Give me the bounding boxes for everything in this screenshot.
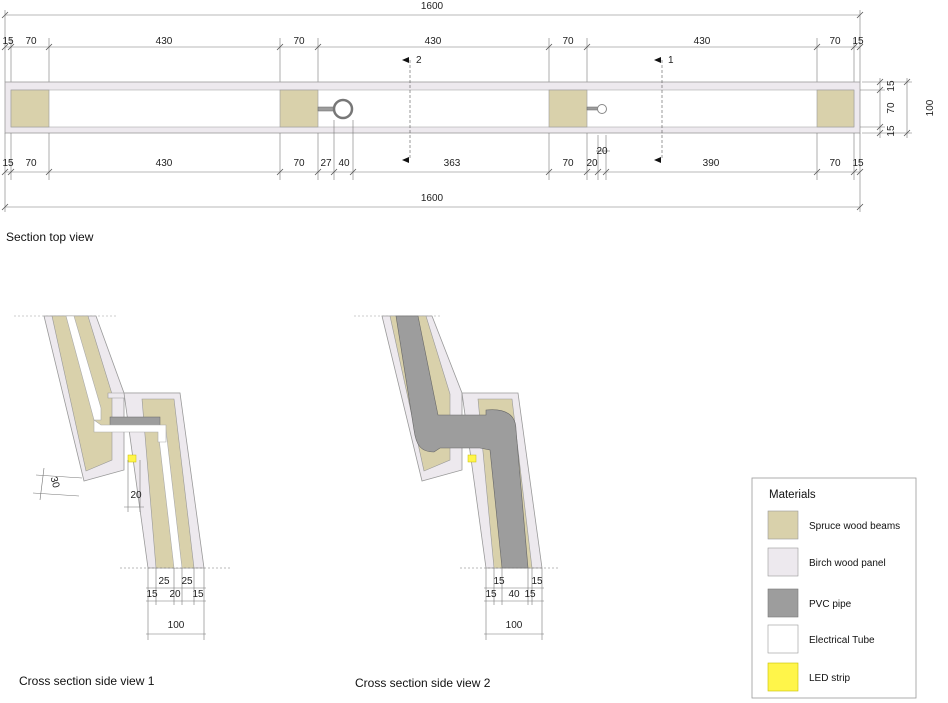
dim-top-7: 70 bbox=[829, 36, 841, 47]
dim-overall-top: 1600 bbox=[421, 1, 444, 12]
dim-30: 30 bbox=[48, 476, 62, 490]
dim-sv2-bottom-0: 15 bbox=[485, 589, 497, 600]
materials-legend: Materials Spruce wood beams Birch wood p… bbox=[751, 477, 917, 699]
dim-offset: 20 bbox=[596, 146, 608, 157]
dim-right-1: 70 bbox=[886, 102, 897, 114]
bottom-dimension-chain: 15 70 430 70 27 40 363 70 20 390 70 15 2… bbox=[1, 120, 864, 212]
legend-swatch-pvc bbox=[767, 588, 799, 618]
legend-label-led: LED strip bbox=[809, 673, 851, 684]
dim-bottom-7: 70 bbox=[562, 158, 574, 169]
dim-bottom-8: 20 bbox=[586, 158, 598, 169]
dim-right-total: 100 bbox=[925, 99, 936, 116]
legend-label-spruce: Spruce wood beams bbox=[809, 521, 900, 532]
tube-bend bbox=[93, 419, 167, 443]
section-marker-2: 2 bbox=[416, 55, 422, 66]
dim-sv1-total: 100 bbox=[168, 620, 185, 631]
led-strip bbox=[127, 454, 137, 463]
pvc-connector bbox=[109, 416, 161, 427]
spruce-block-1 bbox=[10, 89, 50, 128]
legend-swatch-spruce bbox=[767, 510, 799, 540]
dim-bottom-4: 27 bbox=[320, 158, 332, 169]
cross-section-side-view-1: 30 20 25 25 15 20 15 100 Cross section s… bbox=[14, 315, 230, 688]
beam-top-section bbox=[4, 81, 861, 134]
dim-top-5: 70 bbox=[562, 36, 574, 47]
electrical-tube-stub bbox=[586, 106, 599, 111]
dim-sv2-total: 100 bbox=[506, 620, 523, 631]
dim-bottom-5: 40 bbox=[338, 158, 350, 169]
dim-top-8: 15 bbox=[852, 36, 864, 47]
upper-electrical-tube bbox=[65, 315, 102, 421]
dim-sv2-top-1: 15 bbox=[531, 576, 543, 587]
dim-bottom-6: 363 bbox=[444, 158, 461, 169]
dim-bottom-11: 15 bbox=[852, 158, 864, 169]
pvc-pipe-riser bbox=[332, 98, 354, 120]
dim-top-0: 15 bbox=[2, 36, 14, 47]
legend-title: Materials bbox=[769, 489, 816, 501]
right-dimension-chain: 15 70 15 100 bbox=[860, 78, 936, 138]
dim-sv1-bottom-1: 20 bbox=[169, 589, 181, 600]
dim-top-3: 70 bbox=[293, 36, 305, 47]
overall-dimension-bottom: 1600 bbox=[1, 193, 864, 211]
dim-bottom-2: 430 bbox=[156, 158, 173, 169]
section-top-view: 1600 15 70 430 70 430 bbox=[1, 1, 936, 244]
dim-bottom-9: 390 bbox=[703, 158, 720, 169]
dim-sv1-top-1: 25 bbox=[181, 576, 193, 587]
legend-label-tube: Electrical Tube bbox=[809, 635, 875, 646]
dim-overall-bottom: 1600 bbox=[421, 193, 444, 204]
dim-right-2: 15 bbox=[886, 125, 897, 137]
dim-sv1-top-0: 25 bbox=[158, 576, 170, 587]
dim-top-1: 70 bbox=[25, 36, 37, 47]
legend-label-pvc: PVC pipe bbox=[809, 599, 852, 610]
dim-bottom-0: 15 bbox=[2, 158, 14, 169]
dim-bottom-10: 70 bbox=[829, 158, 841, 169]
legend-label-birch: Birch wood panel bbox=[809, 558, 886, 569]
dim-sv2-bottom-2: 15 bbox=[524, 589, 536, 600]
electrical-tube-riser bbox=[597, 104, 607, 114]
caption-side-view-1: Cross section side view 1 bbox=[19, 674, 155, 688]
sv2-pvc-pipe bbox=[395, 315, 529, 569]
overall-dimension-top: 1600 bbox=[1, 1, 864, 82]
dim-top-6: 430 bbox=[694, 36, 711, 47]
legend-swatch-led bbox=[767, 662, 799, 692]
dim-20: 20 bbox=[130, 490, 142, 501]
caption-side-view-2: Cross section side view 2 bbox=[355, 676, 491, 690]
section-marker-1: 1 bbox=[668, 55, 674, 66]
legend-swatch-birch bbox=[767, 547, 799, 577]
spruce-block-4 bbox=[816, 89, 855, 128]
dim-sv1-bottom-2: 15 bbox=[192, 589, 204, 600]
dim-top-2: 430 bbox=[156, 36, 173, 47]
dim-sv2-top-0: 15 bbox=[493, 576, 505, 587]
dim-bottom-1: 70 bbox=[25, 158, 37, 169]
cross-section-side-view-2: 15 15 15 40 15 100 Cross section side vi… bbox=[354, 315, 560, 690]
dim-bottom-3: 70 bbox=[293, 158, 305, 169]
legend-swatch-tube bbox=[767, 624, 799, 654]
caption-top-view: Section top view bbox=[6, 230, 94, 244]
spruce-block-2 bbox=[279, 89, 319, 128]
sv2-led-strip bbox=[467, 454, 477, 463]
dim-sv2-bottom-1: 40 bbox=[508, 589, 520, 600]
dim-top-4: 430 bbox=[425, 36, 442, 47]
dim-sv1-bottom-0: 15 bbox=[146, 589, 158, 600]
top-dimension-chain: 15 70 430 70 430 70 430 70 15 bbox=[1, 36, 864, 82]
cavity bbox=[10, 89, 855, 128]
spruce-block-3 bbox=[548, 89, 588, 128]
dim-right-0: 15 bbox=[886, 80, 897, 92]
section-markers: 2 1 bbox=[402, 55, 674, 163]
